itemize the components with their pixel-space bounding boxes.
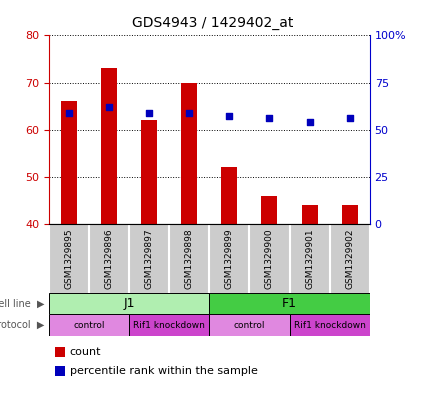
Point	[266, 115, 273, 121]
Point	[346, 115, 353, 121]
Text: control: control	[234, 321, 265, 330]
Bar	[181, 83, 197, 224]
Text: GSM1329898: GSM1329898	[185, 228, 194, 289]
Text: F1: F1	[282, 297, 297, 310]
Bar	[55, 366, 65, 376]
Text: GSM1329895: GSM1329895	[65, 228, 74, 289]
Text: GSM1329902: GSM1329902	[345, 228, 354, 288]
Text: control: control	[73, 321, 105, 330]
Bar	[49, 293, 209, 314]
Text: cell line  ▶: cell line ▶	[0, 299, 45, 309]
Point	[226, 113, 233, 119]
Bar	[302, 205, 317, 224]
Bar	[101, 68, 117, 224]
Bar	[209, 314, 289, 336]
Text: J1: J1	[123, 297, 135, 310]
Bar	[209, 293, 370, 314]
Text: protocol  ▶: protocol ▶	[0, 320, 45, 330]
Bar	[342, 205, 358, 224]
Point	[65, 110, 72, 116]
Bar	[55, 347, 65, 357]
Bar	[221, 167, 238, 224]
Bar	[141, 120, 157, 224]
Point	[146, 110, 153, 116]
Text: percentile rank within the sample: percentile rank within the sample	[70, 366, 258, 376]
Text: GSM1329900: GSM1329900	[265, 228, 274, 289]
Text: GDS4943 / 1429402_at: GDS4943 / 1429402_at	[132, 16, 293, 30]
Bar	[129, 314, 209, 336]
Text: GSM1329899: GSM1329899	[225, 228, 234, 289]
Bar	[289, 314, 370, 336]
Text: count: count	[70, 347, 101, 357]
Point	[186, 110, 193, 116]
Bar	[261, 196, 278, 224]
Text: GSM1329897: GSM1329897	[144, 228, 154, 289]
Text: Rif1 knockdown: Rif1 knockdown	[133, 321, 205, 330]
Point	[106, 104, 113, 110]
Bar	[61, 101, 77, 224]
Bar	[49, 314, 129, 336]
Text: GSM1329901: GSM1329901	[305, 228, 314, 289]
Text: GSM1329896: GSM1329896	[105, 228, 113, 289]
Point	[306, 119, 313, 125]
Text: Rif1 knockdown: Rif1 knockdown	[294, 321, 366, 330]
